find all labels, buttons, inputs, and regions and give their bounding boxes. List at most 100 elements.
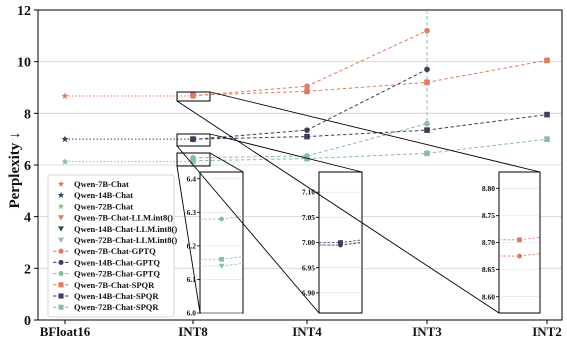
zoom-connector	[176, 100, 500, 314]
legend-marker	[58, 282, 64, 288]
x-tick-label: BFloat16	[40, 324, 91, 339]
data-point	[424, 120, 430, 127]
zoom-connector	[209, 91, 541, 173]
data-point	[304, 88, 310, 95]
inset-tick-label: 7.05	[302, 213, 315, 222]
data-point	[544, 136, 550, 142]
y-tick-label: 0	[24, 314, 31, 329]
legend-label: Qwen-72B-Chat-SPQR	[74, 302, 159, 312]
series-line	[192, 59, 548, 96]
data-point	[424, 27, 430, 34]
legend-marker	[58, 237, 64, 243]
y-tick-label: 6	[24, 159, 31, 174]
data-point	[424, 79, 430, 86]
legend-marker	[58, 304, 64, 310]
inset-data-point	[517, 237, 522, 243]
y-tick-label: 8	[24, 107, 31, 122]
legend-label: Qwen-14B-Chat-LLM.int8()	[74, 224, 177, 234]
inset-tick-label: 8.70	[482, 238, 495, 247]
data-point	[190, 92, 196, 99]
inset-tick-label: 6.90	[302, 288, 315, 297]
legend-label: Qwen-72B-Chat	[74, 201, 133, 211]
legend-label: Qwen-72B-Chat-GPTQ	[74, 269, 160, 279]
y-axis-label: Perplexity ↓	[7, 131, 23, 208]
legend-label: Qwen-72B-Chat-LLM.int8()	[74, 235, 177, 245]
legend-marker	[57, 180, 65, 187]
inset-line	[221, 216, 244, 220]
inset-tick-label: 8.75	[482, 211, 495, 220]
inset-data-point	[517, 253, 522, 259]
inset-line	[221, 256, 244, 260]
data-point	[424, 127, 430, 133]
legend-label: Qwen-7B-Chat-GPTQ	[74, 246, 156, 256]
inset-tick-label: 8.65	[482, 265, 495, 274]
data-point	[190, 136, 196, 142]
y-tick-label: 12	[17, 4, 31, 19]
inset-line	[519, 236, 541, 241]
inset-tick-label: 6.0	[187, 309, 197, 318]
legend-label: Qwen-7B-Chat	[74, 179, 129, 189]
legend-marker	[57, 202, 65, 210]
y-tick-label: 4	[24, 211, 31, 226]
data-point	[304, 133, 310, 140]
inset-tick-label: 6.2	[187, 241, 197, 250]
zoom-connector	[176, 165, 201, 314]
legend-label: Qwen-14B-Chat	[74, 190, 133, 200]
inset-data-point	[219, 216, 224, 222]
inset-data-point	[337, 242, 344, 248]
zoom-connector	[176, 145, 320, 314]
data-point	[304, 127, 310, 133]
inset-tick-label: 6.1	[187, 275, 197, 284]
x-tick-label: INT2	[532, 324, 562, 339]
inset-data-point	[218, 263, 225, 269]
y-tick-label: 10	[17, 56, 31, 71]
legend-marker	[58, 226, 64, 232]
zoom-region	[176, 133, 211, 147]
data-point	[424, 66, 430, 73]
inset-line	[519, 253, 541, 257]
inset-tick-label: 6.95	[302, 263, 315, 272]
zoom-region	[176, 91, 211, 102]
series-line	[192, 123, 428, 159]
zoom-connector	[209, 152, 244, 173]
series-line	[192, 68, 428, 140]
inset-tick-label: 8.80	[482, 184, 495, 193]
data-point	[61, 135, 69, 143]
series-line	[192, 30, 428, 97]
data-point	[304, 83, 310, 90]
legend-marker	[58, 248, 64, 254]
inset-tick-label: 6.4	[187, 174, 197, 183]
legend-marker	[58, 271, 64, 277]
plot-frame	[37, 9, 563, 321]
data-point	[544, 57, 550, 64]
data-point	[544, 111, 550, 118]
series-line	[192, 138, 548, 162]
data-point	[190, 158, 196, 164]
legend-marker	[58, 293, 64, 299]
inset-tick-label: 7.00	[302, 238, 315, 247]
inset-line	[340, 239, 363, 243]
x-tick-label: INT3	[412, 324, 442, 339]
series-line	[192, 114, 548, 140]
inset-data-point	[338, 240, 343, 245]
legend-label: Qwen-14B-Chat-SPQR	[74, 291, 159, 301]
data-point	[424, 150, 430, 157]
x-tick-label: INT8	[178, 324, 208, 339]
zoom-insets: 6.0 6.1 6.2 6.3 6.4 6.90 6.95 7.00 7.05 7.10 8.60 8…	[176, 91, 541, 318]
inset-tick-label: 8.60	[482, 292, 495, 301]
axes: 0 2 4 6 8 10 12 BFloat16 INT8 INT4 INT3 INT2	[17, 4, 563, 339]
series-markers	[61, 27, 550, 165]
inset-frame	[199, 171, 244, 314]
legend-box	[47, 174, 175, 318]
inset-tick-label: 6.3	[187, 208, 197, 217]
legend-marker	[57, 191, 65, 198]
inset-line	[340, 242, 363, 246]
legend-marker	[58, 215, 64, 221]
x-tick-label: INT4	[292, 324, 322, 339]
zoom-connector	[209, 133, 363, 173]
inset-data-point	[219, 256, 224, 262]
inset-line	[221, 263, 244, 267]
legend-label: Qwen-7B-Chat-LLM.int8()	[74, 213, 173, 223]
